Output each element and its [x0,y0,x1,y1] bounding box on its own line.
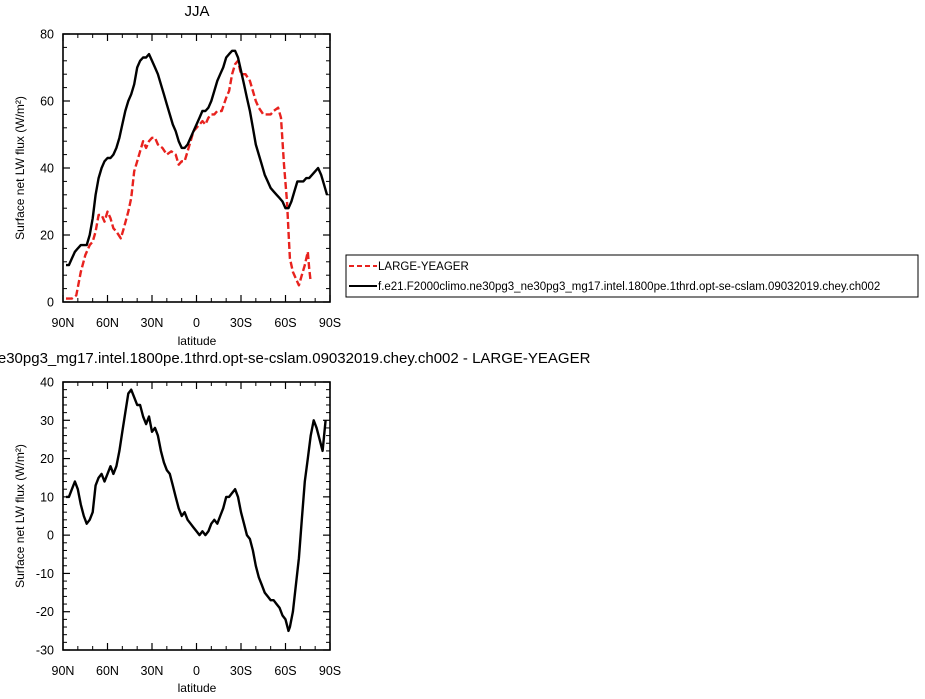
bottom-axes-ticks: 90N 60N 30N 0 30S 60S 90S -30 -20 -10 0 10 20 30 40 [36,376,341,679]
bottom-series-group [66,388,327,633]
top-plot-frame [62,33,331,303]
x-tick-label: 60S [274,664,296,678]
legend-label-model: f.e21.F2000climo.ne30pg3_ne30pg3_mg17.in… [378,281,880,293]
x-tick-label: 30S [230,664,252,678]
y-tick-label: 0 [47,296,54,310]
y-tick-label: 0 [47,529,54,543]
y-tick-label: 10 [40,490,54,504]
y-tick-label: 30 [40,414,54,428]
x-tick-label: 60S [274,316,296,330]
x-tick-label: 0 [193,316,200,330]
top-series-line-0 [66,59,312,300]
bottom-x-axis-label: latitude [178,681,217,695]
top-x-axis-label: latitude [178,334,217,348]
x-tick-label: 60N [96,664,119,678]
legend: LARGE-YEAGER f.e21.F2000climo.ne30pg3_ne… [345,254,919,298]
y-tick-label: -30 [36,644,54,658]
x-tick-label: 90N [52,316,75,330]
top-panel: JJA 90N 60N 30N 0 30S 60S 90S 0 20 40 60 80 latitud… [13,3,341,348]
x-tick-label: 90S [319,316,341,330]
x-tick-label: 90S [319,664,341,678]
top-series-group [66,49,329,300]
y-tick-label: 80 [40,28,54,42]
y-tick-label: 40 [40,376,54,390]
legend-box [345,254,919,298]
x-tick-label: 0 [193,664,200,678]
y-tick-label: -20 [36,605,54,619]
bottom-series-line-0 [66,388,327,633]
top-y-axis-label: Surface net LW flux (W/m²) [13,96,27,240]
y-tick-label: 20 [40,452,54,466]
bottom-y-axis-label: Surface net LW flux (W/m²) [13,444,27,588]
bottom-panel: f.e21.F2000climo.ne30pg3_ne30pg3_mg17.in… [0,350,591,695]
y-tick-label: -10 [36,567,54,581]
top-axes-ticks: 90N 60N 30N 0 30S 60S 90S 0 20 40 60 80 [40,28,341,331]
y-tick-label: 20 [40,229,54,243]
x-tick-label: 30S [230,316,252,330]
top-title: JJA [184,3,209,20]
x-tick-label: 30N [141,316,164,330]
y-tick-label: 40 [40,162,54,176]
x-tick-label: 30N [141,664,164,678]
x-tick-label: 60N [96,316,119,330]
top-series-line-1 [66,49,329,267]
bottom-plot-frame [62,381,331,651]
bottom-title: f.e21.F2000climo.ne30pg3_ne30pg3_mg17.in… [0,350,591,367]
y-tick-label: 60 [40,95,54,109]
x-tick-label: 90N [52,664,75,678]
legend-label-large-yeager: LARGE-YEAGER [378,261,469,273]
